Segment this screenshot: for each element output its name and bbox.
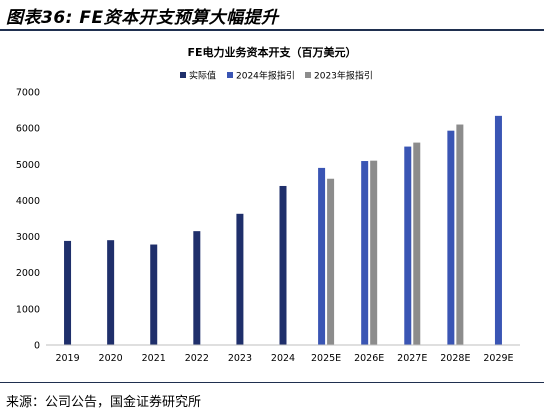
- bar: [193, 231, 201, 345]
- x-tick-label: 2022: [185, 353, 209, 364]
- x-tick-label: 2020: [99, 353, 123, 364]
- chart-legend: 实际值 2024年报指引 2023年报指引: [180, 70, 373, 82]
- x-tick-label: 2021: [142, 353, 166, 364]
- bar: [413, 142, 421, 345]
- bar: [494, 115, 502, 346]
- legend-label: 2024年报指引: [236, 70, 295, 82]
- x-tick-label: 2019: [55, 353, 79, 364]
- bar-series: [64, 115, 502, 346]
- y-tick-label: 4000: [16, 196, 40, 207]
- bar: [456, 124, 464, 346]
- x-axis: 2019 2020 2021 2022 2023 2024 2025E 2026E 2027E 2…: [46, 344, 520, 364]
- bar: [279, 185, 287, 345]
- y-tick-label: 2000: [16, 268, 40, 279]
- bar: [318, 167, 326, 345]
- y-tick-label: 3000: [16, 232, 40, 243]
- legend-label: 2023年报指引: [314, 70, 373, 82]
- legend-swatch: [305, 72, 311, 78]
- legend-swatch: [180, 72, 186, 78]
- bar: [361, 161, 369, 345]
- x-tick-label: 2024: [271, 353, 295, 364]
- bar: [107, 240, 115, 345]
- x-tick-label: 2025E: [311, 353, 341, 364]
- chart-title: FE电力业务资本开支（百万美元）: [187, 45, 356, 59]
- bar-chart: FE电力业务资本开支（百万美元） 实际值 2024年报指引 2023年报指引 0 10…: [16, 45, 520, 364]
- x-tick-label: 2029E: [483, 353, 513, 364]
- source-note: 来源：公司公告，国金证券研究所: [6, 395, 202, 410]
- x-tick-label: 2027E: [397, 353, 427, 364]
- bar: [327, 178, 335, 345]
- y-tick-label: 6000: [16, 124, 40, 135]
- legend-label: 实际值: [189, 70, 216, 82]
- bar: [404, 146, 412, 345]
- bar: [64, 240, 72, 345]
- x-tick-label: 2023: [228, 353, 252, 364]
- y-tick-label: 0: [34, 341, 40, 352]
- y-tick-label: 5000: [16, 160, 40, 171]
- x-tick-label: 2028E: [440, 353, 470, 364]
- source-rule: [0, 382, 544, 383]
- bar: [150, 244, 158, 345]
- bar: [447, 130, 455, 345]
- bar: [370, 160, 378, 345]
- bar: [236, 213, 244, 345]
- y-tick-label: 7000: [16, 88, 40, 99]
- title-rule: [0, 29, 544, 31]
- y-axis: 0 1000 2000 3000 4000 5000 6000 7000: [16, 88, 40, 352]
- y-tick-label: 1000: [16, 304, 40, 315]
- x-tick-label: 2026E: [354, 353, 384, 364]
- legend-swatch: [227, 72, 233, 78]
- figure-title: 图表36: FE资本开支预算大幅提升: [6, 8, 279, 28]
